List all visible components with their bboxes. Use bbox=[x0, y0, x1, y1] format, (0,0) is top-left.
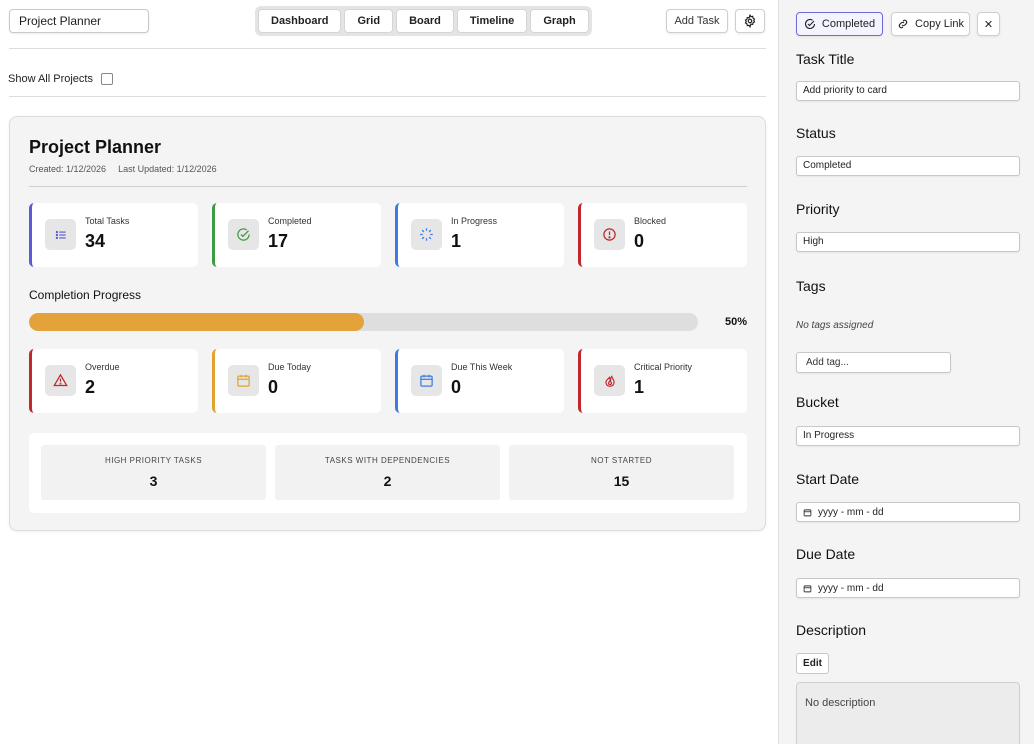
calendar-icon bbox=[803, 584, 812, 592]
stat-critical-priority: Critical Priority 1 bbox=[578, 349, 747, 413]
stat-overdue: Overdue 2 bbox=[29, 349, 198, 413]
calendar-icon bbox=[803, 508, 812, 516]
calendar-icon bbox=[228, 365, 259, 396]
summary-panel: HIGH PRIORITY TASKS 3 TASKS WITH DEPENDE… bbox=[29, 433, 747, 513]
stat-value: 0 bbox=[268, 377, 279, 397]
task-title-input[interactable]: Add priority to card bbox=[796, 81, 1020, 101]
summary-label: TASKS WITH DEPENDENCIES bbox=[324, 456, 451, 465]
summary-value: 15 bbox=[613, 473, 630, 489]
stat-label: Completed bbox=[268, 216, 312, 226]
progress-label: Completion Progress bbox=[29, 288, 142, 302]
priority-heading: Priority bbox=[796, 201, 840, 217]
view-tabs: Dashboard Grid Board Timeline Graph bbox=[255, 6, 592, 36]
task-detail-panel: Completed Copy Link ✕ Task Title Add pri… bbox=[778, 0, 1034, 744]
stat-value: 2 bbox=[85, 377, 96, 397]
summary-value: 3 bbox=[149, 473, 158, 489]
divider bbox=[9, 48, 766, 49]
tags-empty-text: No tags assigned bbox=[796, 320, 874, 331]
summary-dependencies: TASKS WITH DEPENDENCIES 2 bbox=[275, 445, 500, 500]
bucket-heading: Bucket bbox=[796, 394, 839, 410]
list-icon bbox=[45, 219, 76, 250]
divider bbox=[9, 96, 766, 97]
tab-dashboard[interactable]: Dashboard bbox=[258, 9, 342, 33]
description-box[interactable]: No description bbox=[796, 682, 1020, 744]
summary-label: HIGH PRIORITY TASKS bbox=[104, 456, 203, 465]
flame-icon bbox=[594, 365, 625, 396]
warning-triangle-icon bbox=[45, 365, 76, 396]
close-button[interactable]: ✕ bbox=[977, 12, 1000, 36]
check-circle-icon bbox=[228, 219, 259, 250]
main-area: Project Planner Dashboard Grid Board Tim… bbox=[8, 6, 766, 531]
bucket-select[interactable]: In Progress bbox=[796, 426, 1020, 446]
link-icon bbox=[898, 19, 908, 29]
show-all-label: Show All Projects bbox=[8, 73, 93, 85]
summary-value: 2 bbox=[383, 473, 392, 489]
close-icon: ✕ bbox=[983, 18, 994, 31]
completed-label: Completed bbox=[821, 18, 876, 30]
tab-board[interactable]: Board bbox=[396, 9, 454, 33]
dashboard-card: Project Planner Created: 1/12/2026 Last … bbox=[9, 116, 766, 531]
stat-blocked: Blocked 0 bbox=[578, 203, 747, 267]
task-title-heading: Task Title bbox=[796, 51, 855, 67]
start-date-placeholder: yyyy - mm - dd bbox=[818, 506, 884, 518]
stat-label: Total Tasks bbox=[85, 216, 130, 226]
start-date-input[interactable]: yyyy - mm - dd bbox=[796, 502, 1020, 522]
add-tag-input[interactable]: Add tag... bbox=[796, 352, 951, 373]
spinner-icon bbox=[411, 219, 442, 250]
progress-bar bbox=[29, 313, 698, 331]
stat-label: Overdue bbox=[85, 362, 120, 372]
stat-value: 34 bbox=[85, 231, 106, 251]
updated-date: Last Updated: 1/12/2026 bbox=[118, 164, 217, 174]
status-heading: Status bbox=[796, 125, 836, 141]
stat-value: 1 bbox=[634, 377, 645, 397]
stat-label: Due Today bbox=[268, 362, 311, 372]
summary-high-priority: HIGH PRIORITY TASKS 3 bbox=[41, 445, 266, 500]
calendar-grid-icon bbox=[411, 365, 442, 396]
summary-label: NOT STARTED bbox=[590, 456, 653, 465]
description-heading: Description bbox=[796, 622, 867, 638]
dashboard-meta: Created: 1/12/2026 Last Updated: 1/12/20… bbox=[29, 164, 217, 174]
copy-link-label: Copy Link bbox=[915, 18, 964, 30]
due-date-input[interactable]: yyyy - mm - dd bbox=[796, 578, 1020, 598]
status-select[interactable]: Completed bbox=[796, 156, 1020, 176]
tab-grid[interactable]: Grid bbox=[344, 9, 394, 33]
tab-timeline[interactable]: Timeline bbox=[456, 9, 528, 33]
gear-icon bbox=[744, 14, 756, 28]
due-date-heading: Due Date bbox=[796, 546, 856, 562]
summary-not-started: NOT STARTED 15 bbox=[509, 445, 734, 500]
stat-total-tasks: Total Tasks 34 bbox=[29, 203, 198, 267]
project-name-input[interactable]: Project Planner bbox=[9, 9, 149, 33]
stat-value: 0 bbox=[451, 377, 462, 397]
show-all-checkbox[interactable] bbox=[100, 73, 113, 85]
stat-value: 0 bbox=[634, 231, 645, 251]
created-date: Created: 1/12/2026 bbox=[29, 164, 107, 174]
priority-select[interactable]: High bbox=[796, 232, 1020, 252]
check-circle-icon bbox=[804, 19, 815, 30]
stat-due-today: Due Today 0 bbox=[212, 349, 381, 413]
stat-due-this-week: Due This Week 0 bbox=[395, 349, 564, 413]
progress-percent: 50% bbox=[724, 316, 747, 328]
dashboard-title: Project Planner bbox=[29, 137, 162, 157]
alert-circle-icon bbox=[594, 219, 625, 250]
stat-value: 17 bbox=[268, 231, 289, 251]
stat-label: Blocked bbox=[634, 216, 667, 226]
show-all-projects[interactable]: Show All Projects bbox=[8, 73, 113, 85]
add-task-button[interactable]: Add Task bbox=[666, 9, 728, 33]
stat-completed: Completed 17 bbox=[212, 203, 381, 267]
settings-button[interactable] bbox=[735, 9, 765, 33]
copy-link-button[interactable]: Copy Link bbox=[891, 12, 970, 36]
edit-description-button[interactable]: Edit bbox=[796, 653, 829, 674]
stat-label: Due This Week bbox=[451, 362, 513, 372]
stat-value: 1 bbox=[451, 231, 462, 251]
divider bbox=[29, 186, 747, 187]
due-date-placeholder: yyyy - mm - dd bbox=[818, 582, 884, 594]
completed-button[interactable]: Completed bbox=[796, 12, 883, 36]
stat-label: Critical Priority bbox=[634, 362, 693, 372]
stat-in-progress: In Progress 1 bbox=[395, 203, 564, 267]
start-date-heading: Start Date bbox=[796, 471, 860, 487]
progress-fill bbox=[29, 313, 364, 331]
tab-graph[interactable]: Graph bbox=[530, 9, 589, 33]
tags-heading: Tags bbox=[796, 278, 826, 294]
stat-label: In Progress bbox=[451, 216, 498, 226]
